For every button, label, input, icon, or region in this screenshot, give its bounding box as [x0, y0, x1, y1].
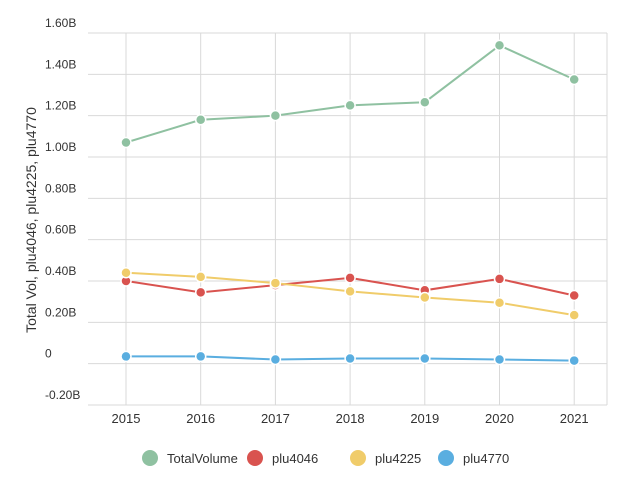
- legend-item-plu4046[interactable]: plu4046: [247, 450, 318, 466]
- legend-item-plu4770[interactable]: plu4770: [438, 450, 509, 466]
- x-tick-label: 2018: [336, 411, 365, 426]
- series-plu4046: [120, 272, 580, 302]
- legend[interactable]: TotalVolume plu4046 plu4225 plu4770: [142, 450, 509, 466]
- x-tick-label: 2016: [186, 411, 215, 426]
- data-point[interactable]: [344, 272, 356, 284]
- legend-item-totalvolume[interactable]: TotalVolume: [142, 450, 238, 466]
- data-point[interactable]: [344, 285, 356, 298]
- data-point[interactable]: [344, 99, 356, 112]
- legend-label: TotalVolume: [167, 451, 238, 466]
- series-plu4770: [120, 350, 580, 367]
- legend-item-plu4225[interactable]: plu4225: [350, 450, 421, 466]
- legend-label: plu4225: [375, 451, 421, 466]
- y-tick-label: -0.20B: [45, 388, 80, 402]
- legend-marker: [350, 450, 366, 466]
- data-point[interactable]: [493, 353, 506, 366]
- data-point[interactable]: [419, 352, 431, 365]
- y-tick-label: 0.60B: [45, 223, 76, 237]
- legend-marker: [142, 450, 158, 466]
- data-point[interactable]: [120, 350, 132, 363]
- series-plu4225: [120, 266, 580, 321]
- legend-marker: [247, 450, 263, 466]
- data-point[interactable]: [269, 277, 282, 289]
- x-tick-label: 2019: [410, 411, 439, 426]
- series: [120, 39, 580, 367]
- data-point[interactable]: [568, 73, 580, 86]
- x-tick-label: 2017: [261, 411, 290, 426]
- y-tick-label: 0: [45, 347, 52, 361]
- y-tick-label: 1.20B: [45, 99, 76, 113]
- data-point[interactable]: [568, 309, 580, 321]
- data-point[interactable]: [493, 39, 506, 52]
- y-tick-label: 0.80B: [45, 181, 76, 195]
- data-point[interactable]: [344, 352, 356, 365]
- data-point[interactable]: [568, 289, 580, 302]
- x-tick-label: 2015: [112, 411, 141, 426]
- data-point[interactable]: [120, 136, 132, 149]
- data-point[interactable]: [568, 354, 580, 367]
- y-tick-label: 1.40B: [45, 57, 76, 71]
- data-point[interactable]: [419, 291, 431, 304]
- data-point[interactable]: [120, 266, 132, 279]
- data-point[interactable]: [194, 271, 207, 283]
- data-point[interactable]: [194, 114, 207, 126]
- y-tick-label: 0.40B: [45, 264, 76, 278]
- y-tick-label: 0.20B: [45, 305, 76, 319]
- data-point[interactable]: [269, 109, 282, 122]
- y-axis-ticks: 1.60B 1.40B 1.20B 1.00B 0.80B 0.60B 0.40B 0.20B…: [45, 16, 80, 402]
- y-tick-label: 1.00B: [45, 140, 76, 154]
- x-tick-label: 2021: [560, 411, 589, 426]
- data-point[interactable]: [194, 286, 207, 299]
- legend-label: plu4770: [463, 451, 509, 466]
- legend-label: plu4046: [272, 451, 318, 466]
- legend-marker: [438, 450, 454, 466]
- data-point[interactable]: [493, 273, 506, 285]
- y-axis-label: Total Vol, plu4046, plu4225, plu4770: [23, 107, 39, 333]
- grid: [88, 32, 608, 406]
- data-point[interactable]: [493, 296, 506, 309]
- data-point[interactable]: [194, 350, 207, 363]
- x-axis-ticks: 2015 2016 2017 2018 2019 2020 2021: [112, 411, 589, 426]
- data-point[interactable]: [419, 96, 431, 108]
- data-point[interactable]: [269, 353, 282, 366]
- x-tick-label: 2020: [485, 411, 514, 426]
- series-totalvolume: [120, 39, 580, 149]
- y-tick-label: 1.60B: [45, 16, 76, 30]
